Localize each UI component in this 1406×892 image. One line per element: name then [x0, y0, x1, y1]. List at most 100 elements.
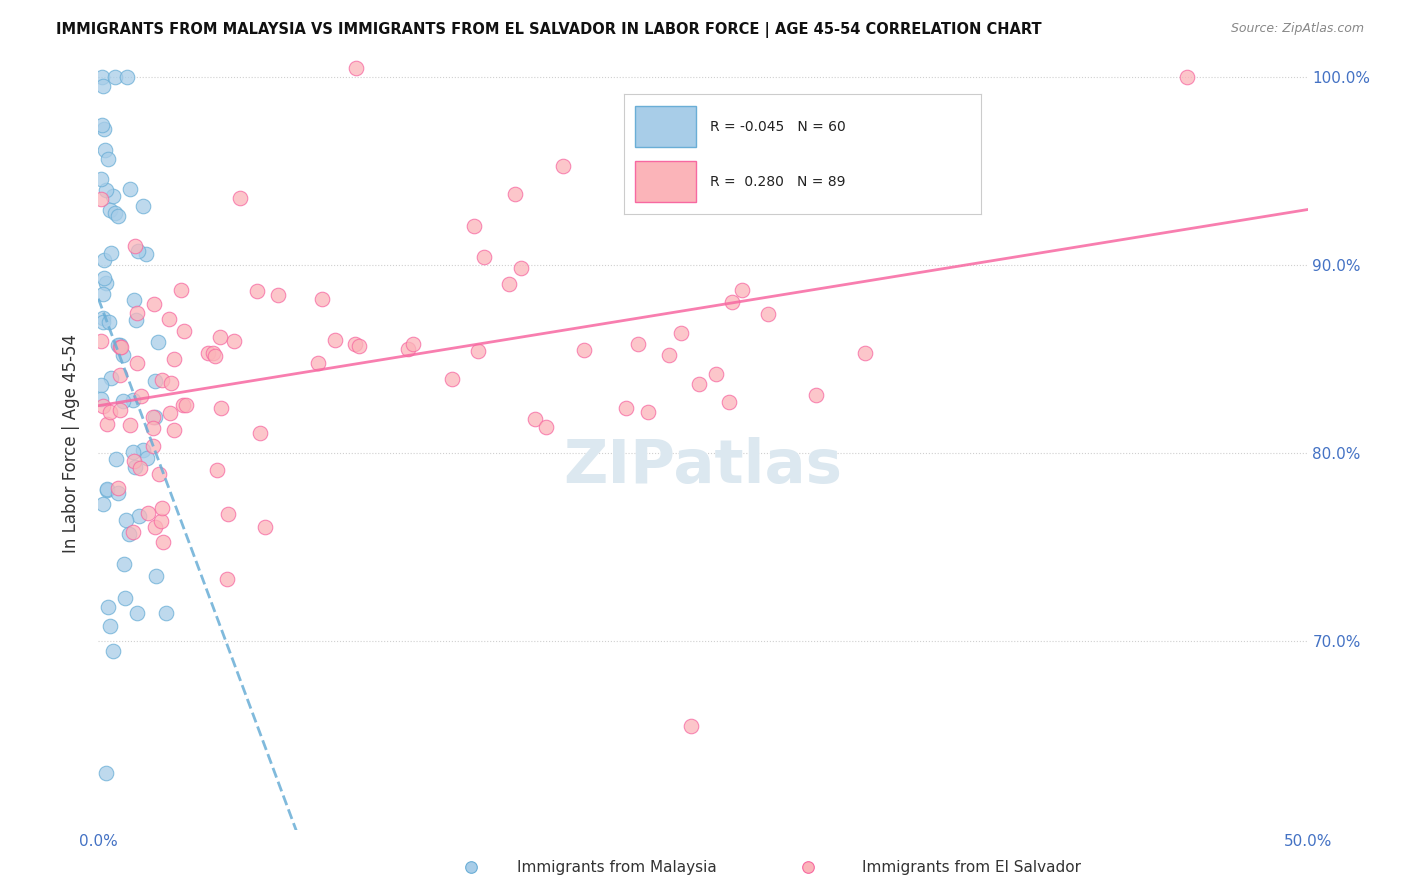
Point [90, 172, 112, 186]
Point [679, 719, 702, 733]
Point [108, 337, 131, 351]
Point [127, 244, 149, 258]
Point [91, 310, 114, 325]
Point [224, 334, 246, 348]
Text: Immigrants from El Salvador: Immigrants from El Salvador [862, 860, 1081, 874]
Point [103, 189, 125, 203]
Point [162, 351, 184, 366]
Point [97, 152, 120, 166]
Point [107, 481, 129, 495]
Point [100, 202, 122, 217]
Point [229, 191, 252, 205]
Point [142, 409, 165, 424]
Point [118, 417, 141, 432]
Point [637, 405, 659, 419]
Point [717, 395, 740, 409]
Point [128, 461, 150, 475]
Point [93, 252, 115, 267]
Point [249, 425, 271, 440]
Point [211, 401, 233, 415]
Point [346, 61, 368, 75]
Point [149, 514, 172, 528]
Point [669, 326, 692, 340]
Point [110, 340, 132, 354]
Text: Immigrants from Malaysia: Immigrants from Malaysia [517, 860, 717, 874]
Point [90, 392, 112, 407]
Point [806, 113, 828, 128]
Point [122, 445, 145, 459]
Point [173, 324, 195, 338]
Point [209, 330, 232, 344]
Point [90, 334, 112, 348]
Point [98, 619, 121, 633]
Point [797, 860, 820, 874]
Point [94, 143, 117, 157]
Point [217, 572, 239, 586]
Point [114, 591, 136, 605]
Point [402, 337, 425, 351]
Point [472, 250, 495, 264]
Point [91, 315, 114, 329]
Point [467, 344, 489, 359]
Point [96, 482, 118, 496]
Point [132, 443, 155, 458]
Point [98, 405, 121, 419]
Point [704, 367, 727, 381]
Point [135, 247, 157, 261]
Point [100, 370, 122, 384]
Point [551, 159, 574, 173]
Point [108, 403, 131, 417]
Point [688, 376, 710, 391]
Point [104, 70, 127, 84]
Point [98, 315, 121, 329]
Y-axis label: In Labor Force | Age 45-54: In Labor Force | Age 45-54 [62, 334, 80, 553]
Point [136, 506, 159, 520]
Point [124, 293, 146, 307]
Point [122, 392, 145, 407]
Point [91, 286, 114, 301]
Point [658, 348, 681, 362]
Point [155, 606, 177, 620]
Point [731, 283, 754, 297]
Point [142, 296, 165, 310]
Point [90, 192, 112, 206]
Point [626, 336, 648, 351]
Point [122, 524, 145, 539]
Point [91, 497, 114, 511]
Point [96, 277, 118, 291]
Point [125, 306, 148, 320]
Point [90, 70, 112, 84]
Point [91, 79, 114, 94]
Point [124, 459, 146, 474]
Point [94, 183, 117, 197]
Point [1175, 70, 1198, 84]
Point [572, 343, 595, 358]
Point [311, 292, 333, 306]
Point [96, 483, 118, 497]
Point [197, 346, 219, 360]
Point [127, 606, 149, 620]
Point [217, 507, 239, 521]
Point [100, 246, 122, 260]
Point [148, 467, 170, 481]
Point [505, 187, 527, 202]
Point [90, 377, 112, 392]
Point [112, 348, 135, 362]
Point [101, 644, 124, 658]
Point [107, 210, 129, 224]
Point [145, 569, 167, 583]
Text: IMMIGRANTS FROM MALAYSIA VS IMMIGRANTS FROM EL SALVADOR IN LABOR FORCE | AGE 45-: IMMIGRANTS FROM MALAYSIA VS IMMIGRANTS F… [56, 22, 1042, 38]
Point [117, 70, 139, 84]
Point [107, 338, 129, 352]
Point [509, 261, 531, 276]
Point [266, 287, 288, 301]
Point [170, 283, 193, 297]
Point [143, 374, 166, 388]
Point [125, 313, 148, 327]
Point [396, 343, 419, 357]
Point [118, 526, 141, 541]
Point [347, 339, 370, 353]
Point [463, 219, 485, 233]
Point [110, 340, 132, 354]
Point [132, 199, 155, 213]
